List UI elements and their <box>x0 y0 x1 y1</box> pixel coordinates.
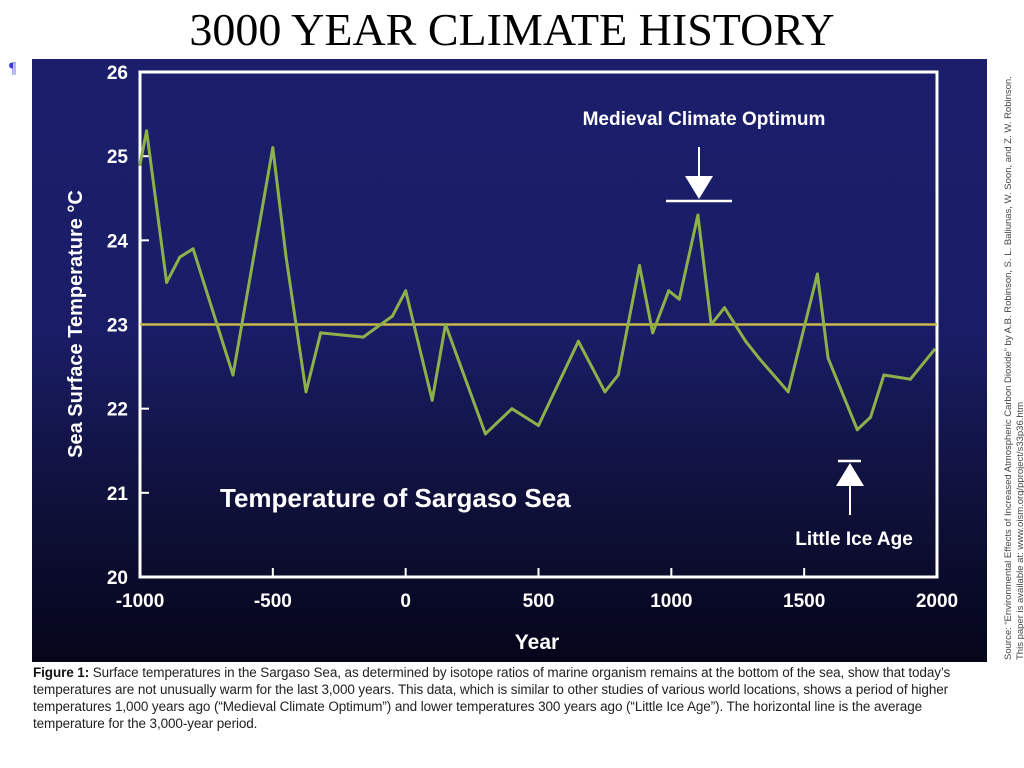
data-point <box>483 432 487 436</box>
caption-text: Surface temperatures in the Sargaso Sea,… <box>33 665 951 731</box>
y-tick-label: 20 <box>107 568 128 589</box>
figure-panel: 20 21 22 23 24 25 26 -1000 -500 0 500 1000 1500 2000… <box>32 59 987 662</box>
data-point <box>271 146 275 150</box>
y-tick-label: 22 <box>107 400 128 421</box>
data-point <box>757 356 761 360</box>
chart-title: Temperature of Sargaso Sea <box>220 483 571 513</box>
annotation-medieval-arrow <box>685 176 713 199</box>
x-tick-label: 1500 <box>783 591 825 612</box>
y-tick-label: 21 <box>107 484 129 505</box>
data-point <box>361 335 365 339</box>
data-point <box>165 280 169 284</box>
annotation-medieval-label: Medieval Climate Optimum <box>583 109 826 130</box>
caption-label: Figure 1: <box>33 665 90 680</box>
data-point <box>231 373 235 377</box>
data-point <box>677 297 681 301</box>
annotation-ice-age-label: Little Ice Age <box>795 529 913 550</box>
data-point <box>390 314 394 318</box>
data-point <box>510 407 514 411</box>
data-point <box>616 373 620 377</box>
data-point <box>576 339 580 343</box>
data-point <box>667 289 671 293</box>
data-point <box>826 356 830 360</box>
data-point <box>696 213 700 217</box>
x-tick-label: -500 <box>254 591 292 612</box>
data-point <box>145 129 149 133</box>
pilcrow-mark: ¶ <box>9 60 17 77</box>
source-note: Source: “Environmental Effects of Increa… <box>1003 76 1024 660</box>
data-point <box>404 289 408 293</box>
data-point <box>191 247 195 251</box>
data-point <box>869 415 873 419</box>
x-tick-label: 500 <box>523 591 555 612</box>
data-point <box>723 306 726 310</box>
data-point <box>284 255 288 259</box>
y-axis-label: Sea Surface Temperature °C <box>65 190 87 458</box>
figure-caption: Figure 1: Surface temperatures in the Sa… <box>33 664 988 732</box>
data-point <box>882 373 886 377</box>
data-point <box>786 390 790 394</box>
data-point <box>815 272 819 276</box>
x-tick-label: 2000 <box>916 591 958 612</box>
data-point <box>603 390 607 394</box>
data-point <box>744 339 748 343</box>
x-tick-label: 1000 <box>650 591 692 612</box>
data-point <box>638 264 641 268</box>
data-point <box>178 255 182 259</box>
data-point <box>932 348 936 352</box>
y-tick-label: 25 <box>107 147 129 168</box>
panel-background <box>32 59 987 662</box>
y-tick-label: 24 <box>107 231 129 252</box>
data-point <box>304 390 308 394</box>
data-point <box>908 377 912 381</box>
data-point <box>444 323 447 326</box>
data-point <box>651 331 655 335</box>
y-tick-label: 23 <box>107 316 128 337</box>
x-tick-label: -1000 <box>116 591 165 612</box>
temperature-chart: 20 21 22 23 24 25 26 -1000 -500 0 500 1000 1500 2000… <box>32 59 987 662</box>
annotation-ice-age-arrow <box>836 463 864 486</box>
data-point <box>430 398 434 402</box>
y-tick-label: 26 <box>107 63 128 84</box>
slide-title: 3000 YEAR CLIMATE HISTORY <box>189 4 835 55</box>
data-point <box>855 428 859 432</box>
data-point <box>537 424 540 427</box>
data-point <box>138 163 142 167</box>
data-point <box>709 323 713 326</box>
x-axis-label: Year <box>515 631 559 654</box>
data-point <box>319 331 323 335</box>
series-line <box>138 129 936 436</box>
x-tick-label: 0 <box>400 591 411 612</box>
